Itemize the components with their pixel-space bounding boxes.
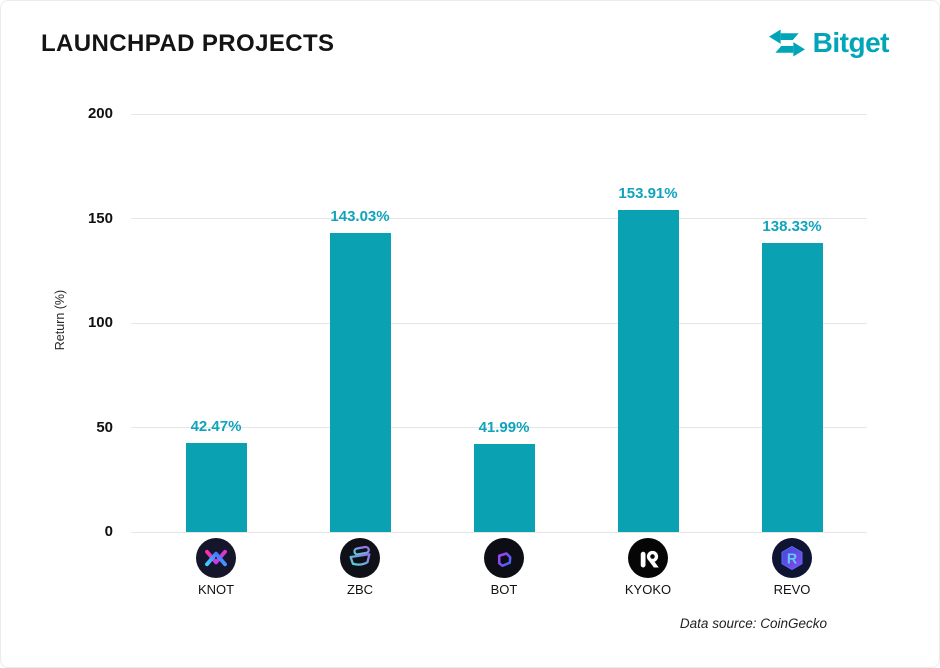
gridline-100 xyxy=(131,322,867,324)
gridline-0 xyxy=(131,531,867,533)
zbc-token-icon xyxy=(340,538,380,578)
revo-token-icon: R xyxy=(772,538,812,578)
bar-value-label-KYOKO: 153.91% xyxy=(618,185,678,203)
bitget-wordmark: Bitget xyxy=(812,27,890,58)
bar-value-label-KNOT: 42.47% xyxy=(190,418,242,436)
token-label-ZBC: ZBC xyxy=(347,582,373,597)
token-label-KYOKO: KYOKO xyxy=(624,582,672,597)
svg-text:R: R xyxy=(787,552,798,568)
token-label-BOT: BOT xyxy=(490,582,518,597)
bitget-arrows-icon xyxy=(768,26,806,60)
token-label-KNOT: KNOT xyxy=(197,582,235,597)
bar-BOT xyxy=(473,444,535,532)
bar-value-label-BOT: 41.99% xyxy=(478,419,530,437)
page-title: LAUNCHPAD PROJECTS xyxy=(41,30,335,57)
y-tick-label-50: 50 xyxy=(96,418,113,436)
bar-KYOKO xyxy=(617,210,679,532)
gridline-50 xyxy=(131,427,867,428)
plot-area xyxy=(131,113,867,533)
bar-value-label-REVO: 138.33% xyxy=(762,217,822,235)
y-tick-label-150: 150 xyxy=(87,209,113,227)
knot-token-icon xyxy=(196,538,236,578)
bar-value-label-ZBC: 143.03% xyxy=(330,208,390,226)
token-label-REVO: REVO xyxy=(773,582,811,597)
gridline-150 xyxy=(131,218,867,219)
data-source-note: Data source: CoinGecko xyxy=(679,616,827,631)
bar-ZBC xyxy=(329,233,391,532)
bar-REVO xyxy=(761,242,823,532)
bitget-logo: Bitget xyxy=(768,26,890,60)
y-tick-label-100: 100 xyxy=(87,314,113,331)
bot-token-icon xyxy=(484,538,524,578)
gridline-200 xyxy=(131,113,867,115)
y-tick-label-0: 0 xyxy=(104,523,113,540)
kyoko-token-icon xyxy=(628,538,668,578)
bar-KNOT xyxy=(185,443,247,532)
y-tick-label-200: 200 xyxy=(87,105,113,122)
